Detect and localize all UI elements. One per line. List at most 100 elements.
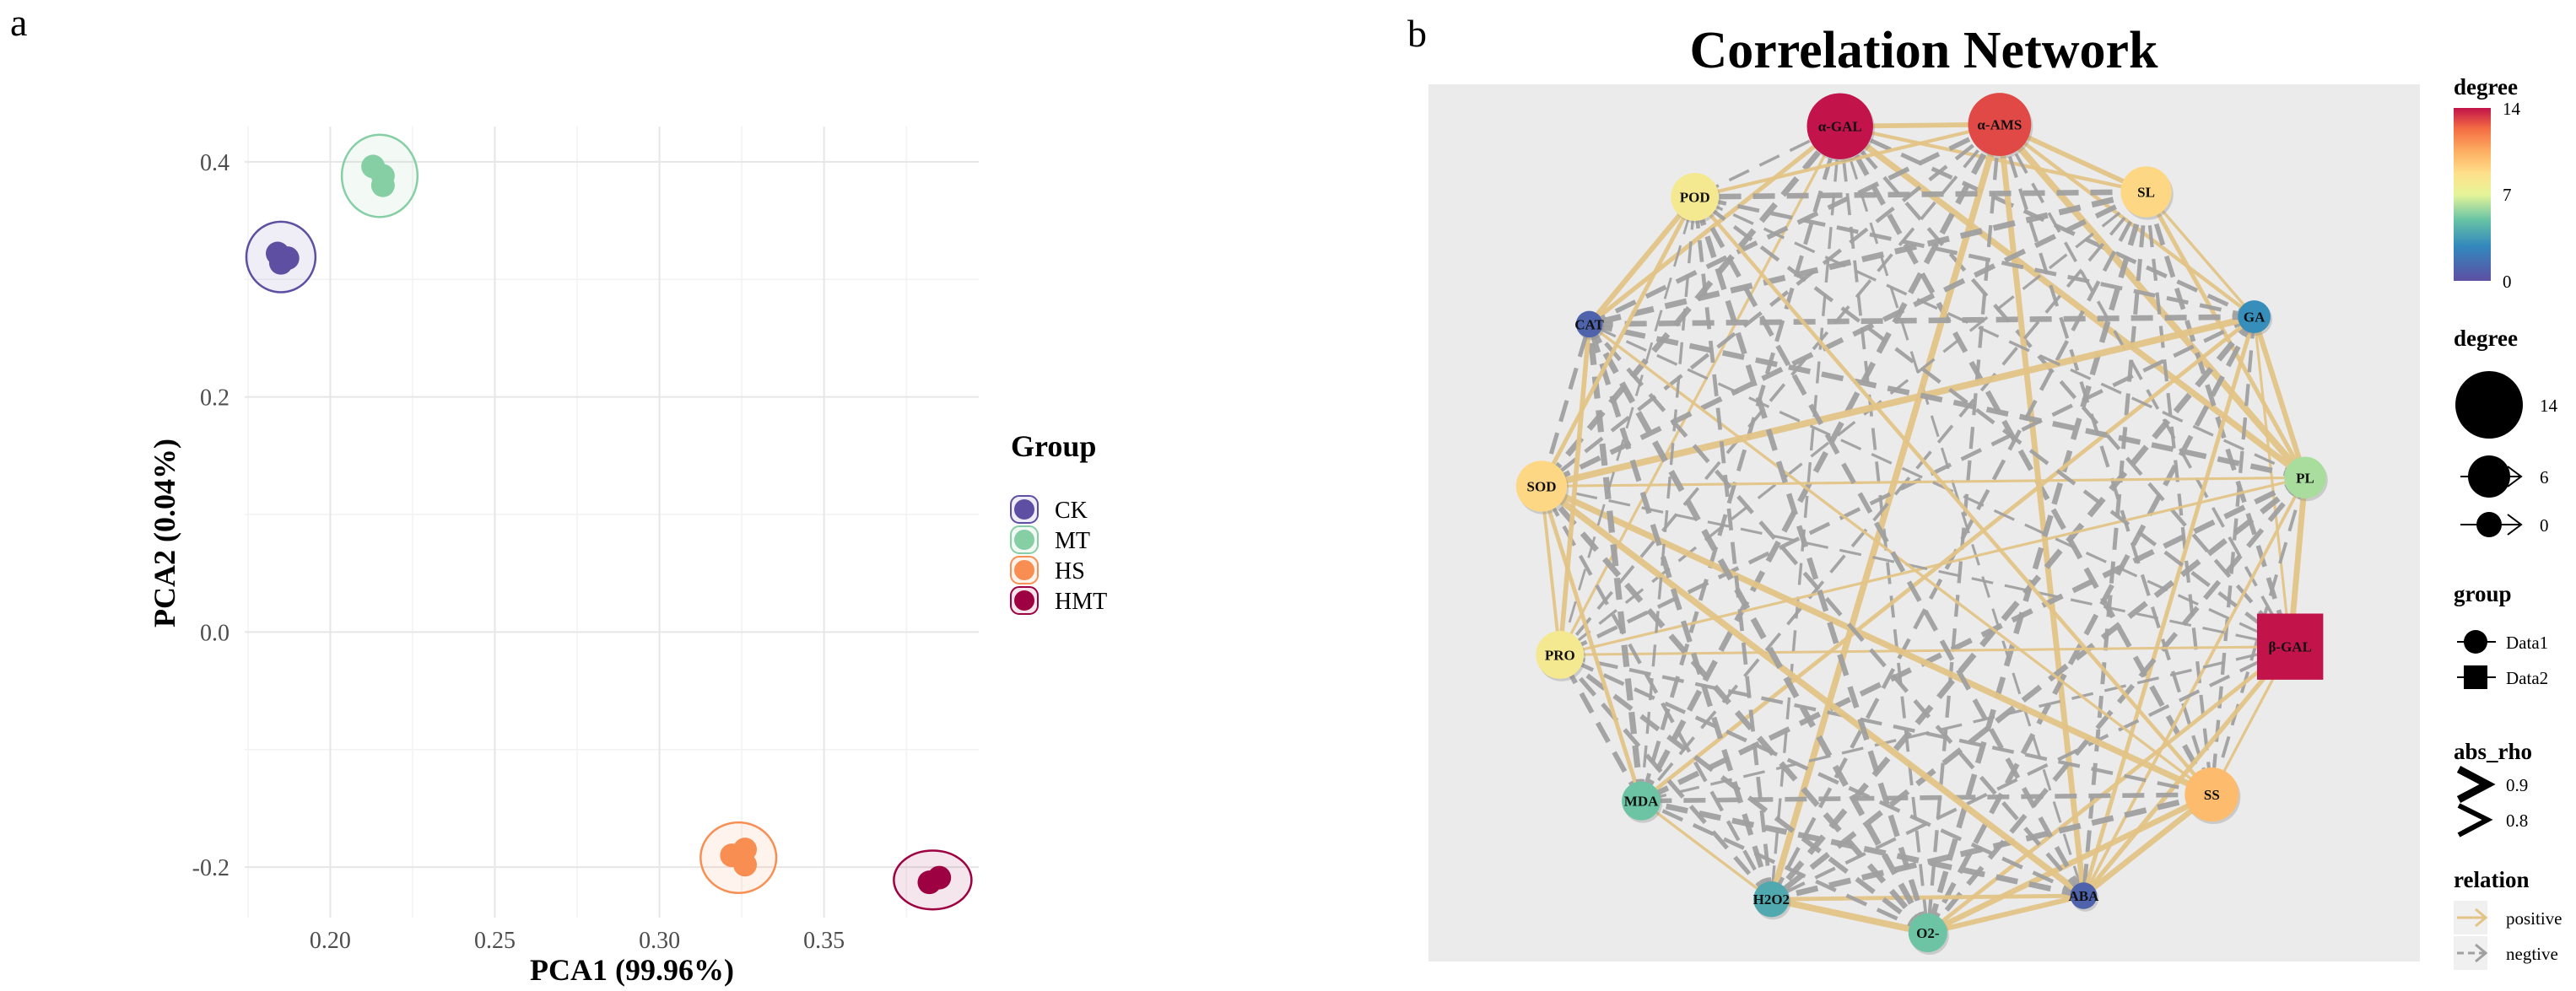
- relation-key-positive-arrow: [2475, 908, 2488, 928]
- network-edge-negative: [1587, 322, 2086, 897]
- network-edge-positive: [1996, 121, 2308, 480]
- network-edge-negative: [1639, 122, 2002, 803]
- pca-legend-label-hs: HS: [1055, 558, 1085, 584]
- network-node: ABA: [2068, 882, 2099, 912]
- network-edge-positive: [2145, 191, 2255, 318]
- network-node-label: POD: [1680, 189, 1710, 205]
- network-edge-positive: [1998, 122, 2255, 319]
- network-node: O2-: [1908, 913, 1949, 955]
- network-edge-negative: [1558, 123, 2001, 656]
- network-node-label: β-GAL: [2268, 639, 2311, 655]
- network-edge-negative: [1838, 125, 2292, 649]
- relation-legend-label: negtive: [2506, 944, 2558, 964]
- network-edge-positive: [1587, 195, 1698, 326]
- pca-x-tick-label: 0.30: [639, 928, 680, 954]
- network-edge-negative: [1997, 123, 2214, 795]
- network-node-circle: [1908, 913, 1947, 952]
- network-edge-negative: [1540, 122, 2001, 488]
- network-edge-negative: [1588, 122, 2001, 326]
- degree-size-key-large: [2455, 371, 2523, 439]
- pca-legend-dot-mt: [1014, 530, 1034, 550]
- network-edge-negative: [1838, 126, 1930, 934]
- network-node-circle: [1806, 93, 1873, 159]
- network-node-circle: [1575, 310, 1603, 338]
- network-edge-positive: [1539, 196, 1697, 487]
- network-edge-negative: [2210, 477, 2307, 795]
- network-edge-negative: [1925, 315, 2257, 934]
- network-edge-negative: [1770, 644, 2292, 902]
- panel-label-a: a: [10, 1, 27, 44]
- network-legends: degree1470degree1460groupData1Data2abs_r…: [2454, 74, 2562, 970]
- network-node-circle: [1622, 781, 1661, 821]
- network-edge-negative: [1769, 475, 2308, 902]
- network-edge-negative: [1839, 124, 2255, 319]
- network-node-label: CAT: [1574, 316, 1604, 332]
- network-edge-positive: [1694, 122, 2001, 199]
- network-title: Correlation Network: [1689, 22, 2158, 79]
- pca-legend-label-hmt: HMT: [1055, 589, 1107, 615]
- degree-size-key-arrow: [2507, 514, 2523, 536]
- network-edge-positive: [1557, 324, 1592, 655]
- network-node-label: GA: [2244, 310, 2265, 326]
- relation-key-negative-arrow: [2475, 943, 2488, 963]
- network-edge-positive: [1839, 124, 2147, 194]
- network-edges: [1539, 121, 2309, 936]
- network-edge-negative: [1558, 653, 1774, 901]
- network-edge-negative: [1588, 321, 2306, 481]
- network-node-label: H2O2: [1753, 891, 1790, 908]
- network-edge-negative: [1925, 476, 2308, 934]
- network-node: SL: [2120, 166, 2174, 220]
- network-edge-positive: [1768, 123, 2003, 901]
- degree-color-legend-title: degree: [2454, 74, 2518, 100]
- abs-rho-legend-label: 0.8: [2506, 811, 2528, 831]
- degree-colorbar-label: 14: [2503, 99, 2521, 119]
- network-edge-negative: [1540, 485, 1774, 901]
- pca-point-hmt: [927, 865, 952, 890]
- pca-legend: CK MT HS HMT: [1010, 495, 1107, 615]
- network-edge-positive: [1771, 893, 2084, 902]
- pca-x-tick-label: 0.25: [474, 928, 516, 954]
- network-node-circle: [1968, 93, 2032, 156]
- network-edge-negative: [2210, 316, 2256, 795]
- group-legend-title: group: [2454, 581, 2512, 606]
- network-node-label: ABA: [2068, 888, 2099, 904]
- network-edge-negative: [1694, 189, 2147, 200]
- degree-size-label: 0: [2540, 515, 2549, 536]
- network-edge-negative: [1770, 791, 2213, 902]
- pca-tick-labels: 0.20 0.25 0.30 0.35 -0.2 0.0 0.2 0.4: [192, 150, 845, 954]
- network-edge-negative: [1559, 653, 2212, 797]
- network-edge-negative: [1539, 124, 1843, 488]
- network-edge-positive: [1926, 644, 2292, 934]
- network-edge-negative: [1541, 484, 2291, 649]
- pca-point-mt: [370, 173, 395, 197]
- abs-rho-legend-label: 0.9: [2506, 775, 2528, 795]
- network-edge-positive: [2253, 316, 2292, 647]
- relation-legend-label: positive: [2506, 908, 2562, 929]
- network-edge-positive: [1640, 800, 1773, 901]
- pca-points: [266, 154, 952, 895]
- pca-ellipses: [245, 133, 973, 911]
- network-node-circle: [2184, 767, 2239, 822]
- network-node: β-GAL: [2256, 613, 2324, 680]
- pca-x-tick-label: 0.20: [310, 928, 351, 954]
- network-node-label: PRO: [1545, 647, 1575, 663]
- pca-legend-dot-hs: [1014, 560, 1034, 580]
- network-edge-negative: [1694, 195, 2255, 319]
- pca-legend-title: Group: [1011, 429, 1096, 463]
- network-edge-positive: [1559, 645, 2291, 656]
- network-edge-negative: [1693, 195, 2292, 649]
- pca-legend-label-ck: CK: [1055, 498, 1088, 524]
- network-edge-negative: [1769, 315, 2257, 902]
- pca-legend-dot-hmt: [1014, 590, 1034, 611]
- network-edge-positive: [1558, 125, 1842, 656]
- degree-size-label: 6: [2540, 467, 2549, 487]
- pca-y-tick-label: 0.0: [200, 620, 230, 646]
- degree-size-key-arrow: [2507, 466, 2523, 487]
- network-node-circle: [1515, 460, 1568, 512]
- network-edge-negative: [1693, 195, 2306, 479]
- network-edge-positive: [1540, 486, 1562, 655]
- network-node-label: α-GAL: [1818, 119, 1862, 135]
- network-node: α-GAL: [1806, 93, 1875, 162]
- network-node-label: α-AMS: [1977, 117, 2022, 133]
